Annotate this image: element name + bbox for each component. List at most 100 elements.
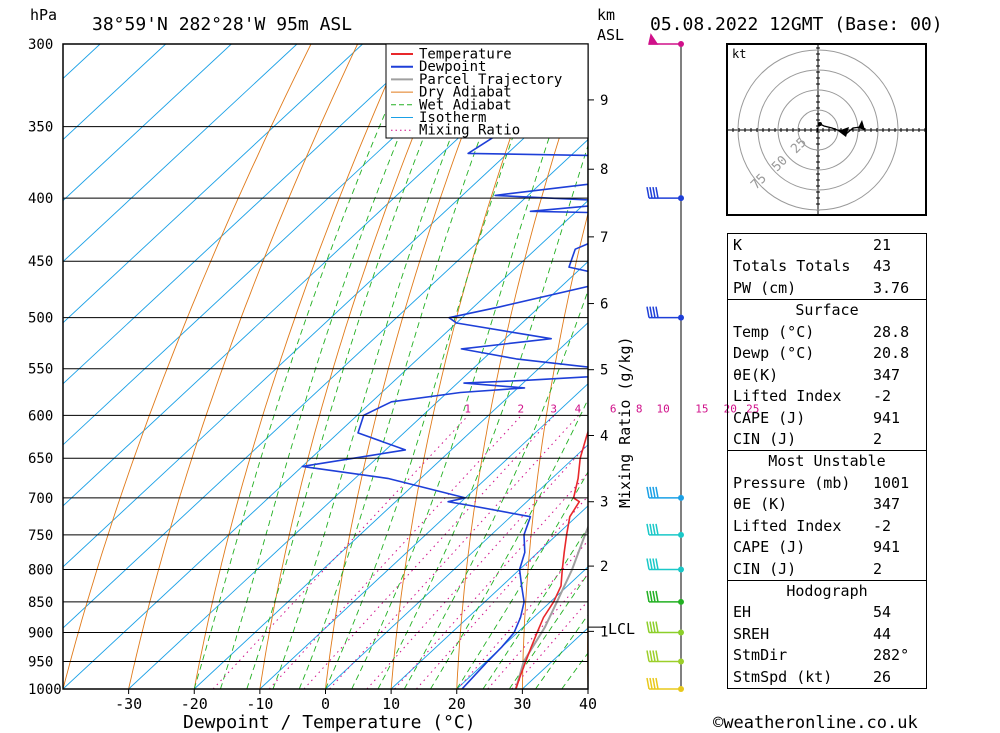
wet-adiabat-line [351, 44, 582, 689]
isotherm-line [128, 261, 588, 689]
wind-barb-flag [652, 186, 656, 199]
dry-adiabat-line [63, 44, 312, 689]
legend-entry: Wet Adiabat [419, 97, 512, 113]
wind-barb-flag [649, 486, 653, 499]
wind-barb-flag [646, 558, 650, 570]
index-row-pw: PW (cm) 3.76 [728, 277, 926, 299]
wind-barb [646, 650, 681, 663]
surface-value: 347 [873, 365, 901, 384]
hodo-row: StmSpd (kt) 26 [728, 666, 926, 688]
dry-adiabat-line [193, 44, 405, 689]
wind-barb-flag [646, 677, 650, 690]
lcl-label: LCL [608, 620, 635, 638]
mixing-ratio-line [303, 414, 555, 689]
surface-label: Temp (°C) [733, 322, 815, 341]
wind-barb-flag [655, 590, 659, 603]
km-tick-label: 9 [600, 93, 608, 109]
isotherm-line [63, 44, 167, 141]
km-tick-label: 6 [600, 297, 608, 313]
mu-row: CAPE (J) 941 [728, 537, 926, 559]
wet-adiabat-line [193, 44, 416, 689]
hodograph-end-marker [858, 120, 865, 130]
mu-value: 2 [873, 559, 883, 578]
index-value: 43 [873, 257, 892, 275]
km-tick-label: 1 [600, 624, 608, 640]
surface-label: CAPE (J) [733, 408, 806, 427]
wind-barbs-column [646, 33, 684, 692]
wind-barb-flag [652, 650, 656, 662]
isotherm-line [63, 138, 588, 629]
wind-barb-flag [652, 523, 656, 536]
isotherm-line [63, 44, 495, 446]
mu-row: Lifted Index -2 [728, 515, 926, 537]
hpa-unit-label: hPa [30, 6, 57, 24]
wind-barb [648, 33, 681, 45]
wind-barb-flag [655, 186, 659, 199]
surface-value: 28.8 [873, 322, 910, 341]
surface-label: Lifted Index [733, 387, 842, 406]
hodo-value: 282° [873, 646, 910, 665]
hodograph-ring [777, 89, 859, 171]
wind-barb-flag [646, 621, 650, 633]
hodograph-stats-title: Hodograph [786, 581, 868, 600]
mixing-ratio-axis-label: Mixing Ratio (g/kg) [616, 336, 634, 508]
index-value: 21 [873, 235, 892, 254]
surface-row: Dewp (°C) 20.8 [728, 343, 926, 365]
mixing-ratio-label: 10 [657, 402, 670, 415]
hodograph-stats-table: Hodograph EH 54 SREH 44 StmDir 282° StmSpd … [727, 579, 927, 689]
km-unit-label: km [597, 6, 615, 24]
wind-barb [646, 486, 681, 499]
mixing-ratio-line [366, 443, 588, 689]
pressure-tick-label: 550 [28, 362, 53, 378]
mixing-ratio-label: 2 [518, 402, 525, 415]
legend-entry: Dry Adiabat [419, 85, 512, 101]
index-label: PW (cm) [733, 279, 797, 297]
wind-barb-flag [649, 186, 653, 199]
wind-barb-flag [646, 590, 650, 603]
wind-barb-flag [655, 677, 659, 690]
wind-barb-flag [652, 558, 656, 570]
km-tick-label: 8 [600, 162, 608, 178]
footer-credit: ©weatheronline.co.uk [713, 713, 918, 733]
wind-barb-flag [649, 558, 653, 570]
hodo-value: 26 [873, 667, 892, 686]
wind-barb-flag [646, 486, 650, 499]
wind-barb-flag [655, 523, 659, 536]
pressure-tick-label: 300 [28, 37, 53, 53]
mixing-ratio-label: 8 [636, 402, 643, 415]
wind-barb [646, 677, 681, 690]
wind-barb-flag [652, 590, 656, 603]
hodo-label: SREH [733, 624, 770, 643]
wind-barb-flag [655, 621, 659, 633]
surface-value: 2 [873, 430, 883, 449]
pressure-tick-label: 750 [28, 528, 53, 544]
mixing-ratio-line [268, 414, 522, 689]
stats-panel: K 21 Totals Totals 43 PW (cm) 3.76 Surface … [727, 233, 927, 689]
mu-value: 941 [873, 538, 901, 557]
dry-adiabat-line [941, 44, 982, 689]
mu-value: 1001 [873, 473, 910, 492]
mixing-ratio-label: 4 [575, 402, 582, 415]
isotherm-line [259, 383, 588, 689]
isotherm-line [63, 200, 588, 689]
pressure-tick-label: 900 [28, 626, 53, 642]
indices-table: K 21 Totals Totals 43 PW (cm) 3.76 [727, 233, 927, 299]
km-tick-label: 2 [600, 559, 608, 575]
dry-adiabat-line [651, 44, 730, 689]
x-tick-label: -10 [246, 695, 273, 713]
legend-entry: Parcel Trajectory [419, 72, 562, 88]
surface-row: Lifted Index -2 [728, 386, 926, 408]
legend-entry: Temperature [419, 47, 512, 63]
isotherm-line [63, 44, 363, 324]
series-parcel-trajectory [514, 524, 588, 689]
km-tick-label: 7 [600, 230, 608, 246]
pressure-tick-label: 650 [28, 451, 53, 467]
pressure-tick-label: 600 [28, 408, 53, 424]
most-unstable-title: Most Unstable [768, 452, 886, 470]
x-tick-label: -20 [181, 695, 208, 713]
wet-adiabat-line [298, 44, 516, 689]
pressure-tick-label: 800 [28, 562, 53, 578]
surface-title: Surface [795, 301, 859, 319]
hodo-label: StmDir [733, 646, 788, 665]
surface-row: CAPE (J) 941 [728, 407, 926, 429]
